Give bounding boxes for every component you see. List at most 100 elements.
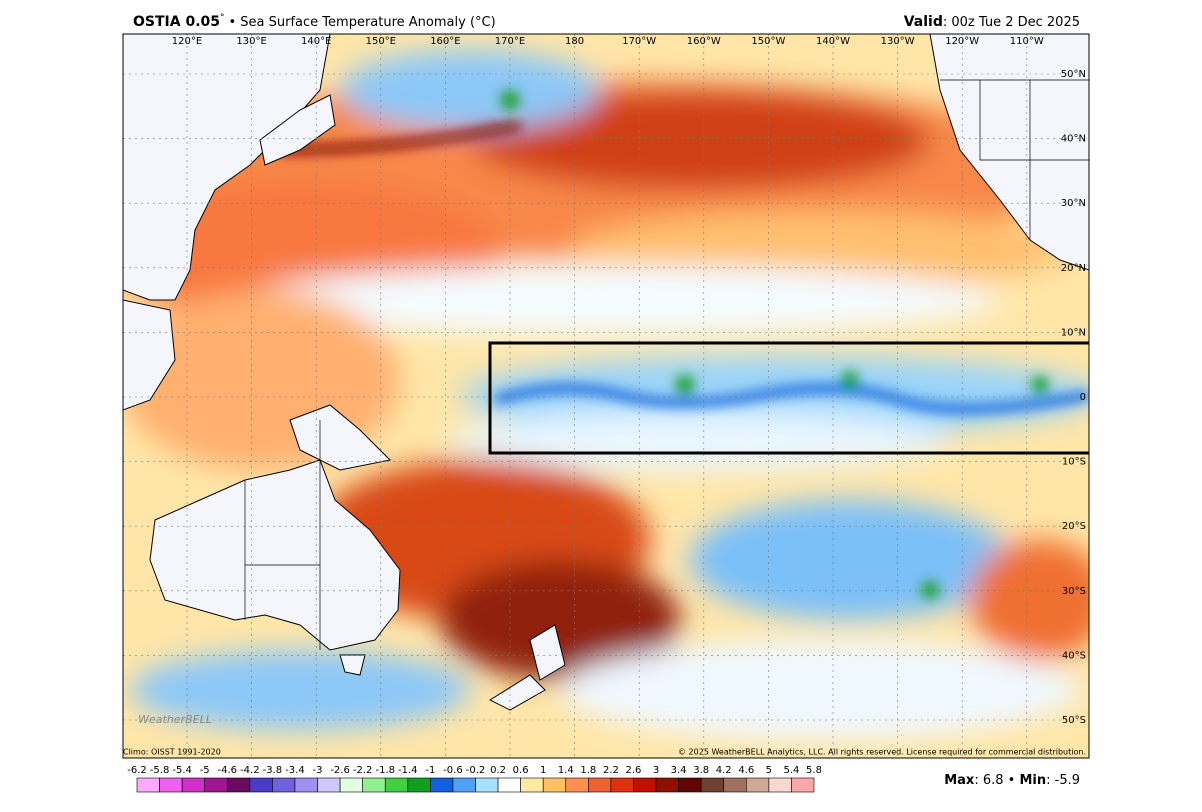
colorbar-tick: -1.4	[398, 765, 418, 776]
colorbar-segment	[633, 777, 657, 793]
colorbar-segment	[430, 777, 454, 793]
lon-label: 160°W	[687, 36, 721, 47]
lon-label: 170°E	[495, 36, 525, 47]
map: 120°E 130°E 140°E 150°E 160°E 170°E 180 170°W 16…	[123, 34, 1089, 758]
colorbar-tick: 1	[540, 765, 546, 776]
lat-label: 0	[1080, 392, 1086, 403]
colorbar-segment	[700, 777, 725, 793]
colorbar-tick: -3.8	[263, 765, 283, 776]
header: OSTIA 0.05° • Sea Surface Temperature Ano…	[133, 13, 496, 31]
valid-value: : 00z Tue 2 Dec 2025	[943, 15, 1080, 30]
colorbar-segment	[610, 777, 634, 793]
colorbar-segment	[565, 777, 589, 793]
colorbar-tick: -5.8	[150, 765, 170, 776]
lat-label: 10°S	[1062, 457, 1086, 468]
colorbar-tick: -0.2	[466, 765, 486, 776]
colorbar-segment	[723, 777, 747, 793]
colorbar-tick: 5.8	[806, 765, 822, 776]
colorbar-segment	[159, 777, 183, 793]
title: OSTIA 0.05	[133, 14, 220, 30]
lat-label: 50°N	[1061, 69, 1086, 80]
colorbar-tick: 0.2	[490, 765, 506, 776]
colorbar-segment	[204, 777, 228, 793]
colorbar-segment	[317, 777, 341, 793]
colorbar-segment	[294, 777, 318, 793]
colorbar-segment	[588, 777, 612, 793]
colorbar-tick: 1.4	[558, 765, 574, 776]
colorbar-segment	[452, 777, 476, 793]
title-degree: °	[220, 13, 225, 23]
colorbar-tick: -3	[313, 765, 323, 776]
lon-label: 160°E	[430, 36, 460, 47]
lon-label: 110°W	[1010, 36, 1044, 47]
colorbar-tick: -5.4	[172, 765, 192, 776]
colorbar-segment	[520, 777, 544, 793]
stats: Max: 6.8 • Min: -5.9	[944, 773, 1080, 788]
colorbar-tick: 3.8	[693, 765, 709, 776]
colorbar-tick: 5	[766, 765, 772, 776]
lat-label: 30°N	[1061, 198, 1086, 209]
valid: Valid: 00z Tue 2 Dec 2025	[904, 14, 1080, 30]
colorbar-tick: 5.4	[783, 765, 799, 776]
colorbar-segment	[136, 777, 160, 793]
colorbar-segment	[745, 777, 770, 793]
colorbar-tick: -1	[425, 765, 435, 776]
lon-label: 140°W	[816, 36, 850, 47]
lon-label: 170°W	[622, 36, 656, 47]
min-label: Min	[1019, 773, 1046, 788]
colorbar-tick: 2.2	[603, 765, 619, 776]
separator: •	[1004, 773, 1020, 788]
colorbar-tick: -5	[200, 765, 210, 776]
colorbar-tick: -2.2	[353, 765, 373, 776]
colorbar-tick: 4.6	[738, 765, 754, 776]
colorbar-tick: -0.6	[443, 765, 463, 776]
lon-label: 130°E	[236, 36, 266, 47]
lon-label: 120°E	[172, 36, 202, 47]
colorbar-tick: 3.4	[671, 765, 687, 776]
colorbar-tick: -4.6	[218, 765, 238, 776]
lon-label: 150°E	[366, 36, 396, 47]
colorbar-tick: -3.4	[285, 765, 305, 776]
colorbar-tick: 1.8	[580, 765, 596, 776]
colorbar-segment	[768, 777, 792, 793]
climo: Climo: OISST 1991-2020	[123, 748, 221, 757]
colorbar-segment	[655, 777, 679, 793]
lat-label: 20°S	[1062, 521, 1086, 532]
max-value: : 6.8	[974, 773, 1003, 788]
colorbar-tick: -6.2	[127, 765, 147, 776]
subtitle: • Sea Surface Temperature Anomaly (°C)	[229, 15, 496, 30]
colorbar-tick: -4.2	[240, 765, 260, 776]
lat-label: 40°S	[1062, 650, 1086, 661]
colorbar-tick: -2.6	[330, 765, 350, 776]
colorbar-segment	[475, 777, 499, 793]
valid-label: Valid	[904, 14, 943, 30]
colorbar-segment	[384, 777, 409, 793]
colorbar-tick: -1.8	[375, 765, 395, 776]
colorbar-segment	[362, 777, 386, 793]
colorbar-tick: 3	[653, 765, 659, 776]
colorbar-segment	[678, 777, 702, 793]
lon-label: 130°W	[881, 36, 915, 47]
logo: WeatherBELL	[138, 713, 212, 726]
colorbar-segment	[791, 777, 815, 793]
colorbar-segment	[226, 777, 251, 793]
min-value: : -5.9	[1046, 773, 1080, 788]
lon-label: 120°W	[945, 36, 979, 47]
colorbar-tick: 2.6	[626, 765, 642, 776]
lon-label: 140°E	[301, 36, 331, 47]
lat-label: 20°N	[1061, 263, 1086, 274]
colorbar-tick: 0.6	[513, 765, 529, 776]
lat-label: 40°N	[1061, 134, 1086, 145]
lat-label: 30°S	[1062, 586, 1086, 597]
lon-label: 150°W	[751, 36, 785, 47]
colorbar-segment	[181, 777, 205, 793]
lat-label: 50°S	[1062, 715, 1086, 726]
colorbar-segment	[497, 777, 521, 793]
colorbar-segment	[339, 777, 363, 793]
lat-label: 10°N	[1061, 327, 1086, 338]
max-label: Max	[944, 773, 975, 788]
colorbar-segment	[249, 777, 273, 793]
colorbar-segment	[542, 777, 567, 793]
lon-label: 180	[565, 36, 584, 47]
